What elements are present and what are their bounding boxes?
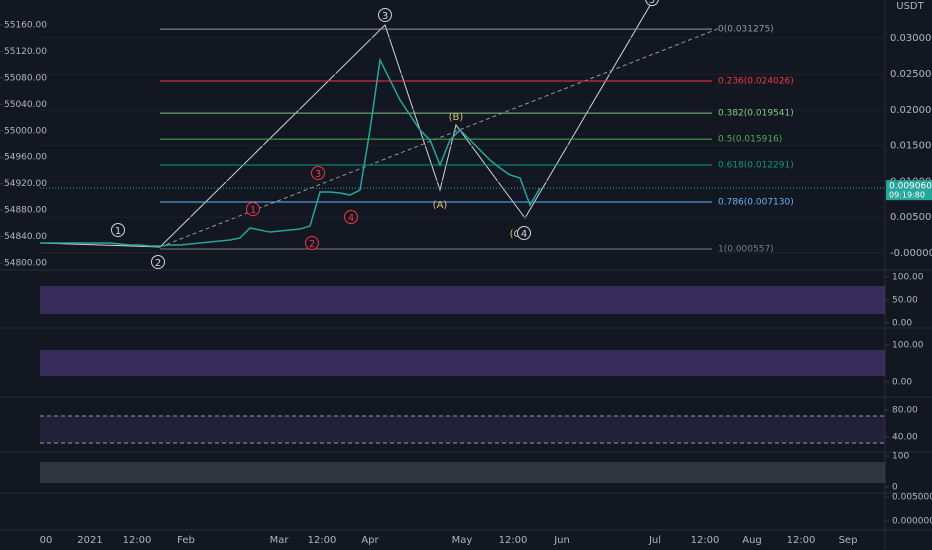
left-tick-label: 55120.00 [4,47,47,57]
countdown: 09:19:80 [889,191,925,200]
price-line [40,57,541,247]
left-tick-label: 55080.00 [4,73,47,83]
rsi-band [40,286,885,314]
x-tick-label: Apr [361,535,379,546]
stoch-band [40,350,885,376]
wave-label: 5 [649,0,655,6]
wave-label: 2 [309,239,315,250]
wave-label: 4 [521,229,527,240]
band [40,416,885,443]
fib-label: 0.382(0.019541) [718,109,794,119]
pane-tick-label: 40.00 [892,433,918,443]
fib-label: 0.618(0.012291) [718,161,794,171]
pane-tick-label: 100.00 [892,272,924,282]
fib-label: 1(0.000557) [718,245,774,255]
wave-circle [645,0,659,6]
x-tick-label: 12:00 [123,535,152,546]
last-price-label: 0.009060 [889,182,932,192]
wave-circle [344,210,358,224]
wave-circle [517,226,531,240]
wave-circle [311,166,325,180]
x-tick-label: Sep [839,535,858,546]
wave-label: 2 [155,258,161,269]
wave-circle [246,202,260,216]
pane-tick-label: 50.00 [892,295,918,305]
left-tick-label: 54840.00 [4,232,47,242]
wave-circle [305,236,319,250]
last-price-tag [886,180,932,201]
wave-label: 1 [115,226,121,237]
left-tick-label: 54880.00 [4,206,47,216]
wave-label: 4 [348,213,354,224]
x-tick-label: 00 [40,535,53,546]
right-tick-label: -0.000000 [890,248,932,259]
x-tick-label: Mar [270,535,290,546]
left-tick-label: 55040.00 [4,100,47,110]
fib-label: 0.236(0.024026) [718,77,794,87]
x-tick-label: 12:00 [499,535,528,546]
pane-tick-label: 0.00 [892,378,912,388]
x-tick-label: Jul [648,535,661,546]
pane-tick-label: 80.00 [892,406,918,416]
fib-label: 0.5(0.015916) [718,135,782,145]
x-tick-label: 12:00 [691,535,720,546]
x-tick-label: 12:00 [308,535,337,546]
fib-label: 0.786(0.007130) [718,197,794,207]
wave-label: (C) [510,229,525,240]
pane-tick-label: 0.00 [892,318,912,328]
wave-label: (A) [433,200,448,211]
left-tick-label: 55000.00 [4,126,47,136]
x-tick-label: Feb [177,535,195,546]
pane-tick-label: 100 [892,451,909,461]
pane-tick-label: 100.00 [892,340,924,350]
x-tick-label: Aug [742,535,762,546]
wave-circle [151,255,165,269]
band [40,462,885,483]
unit-label: USDT [896,1,924,12]
wave-label: (B) [449,112,464,123]
left-tick-label: 55160.00 [4,20,47,30]
wave-label: 3 [315,169,321,180]
left-tick-label: 54800.00 [4,258,47,268]
x-tick-label: May [452,535,473,546]
x-tick-label: 12:00 [787,535,816,546]
x-tick-label: Jun [553,535,570,546]
wave-label: 1 [250,205,256,216]
wave-circle [111,223,125,237]
left-tick-label: 54960.00 [4,153,47,163]
pane-tick-label: 0 [892,482,898,492]
x-tick-label: 2021 [77,535,102,546]
right-tick-label: 0.005000 [890,212,932,223]
fib-label: 0(0.031275) [718,25,774,35]
wave-circle [378,8,392,22]
left-tick-label: 54920.00 [4,179,47,189]
pane-tick-label: 0.005000 [892,492,932,502]
pane-tick-label: 0.000000 [892,516,932,526]
wave-label: 3 [382,11,388,22]
